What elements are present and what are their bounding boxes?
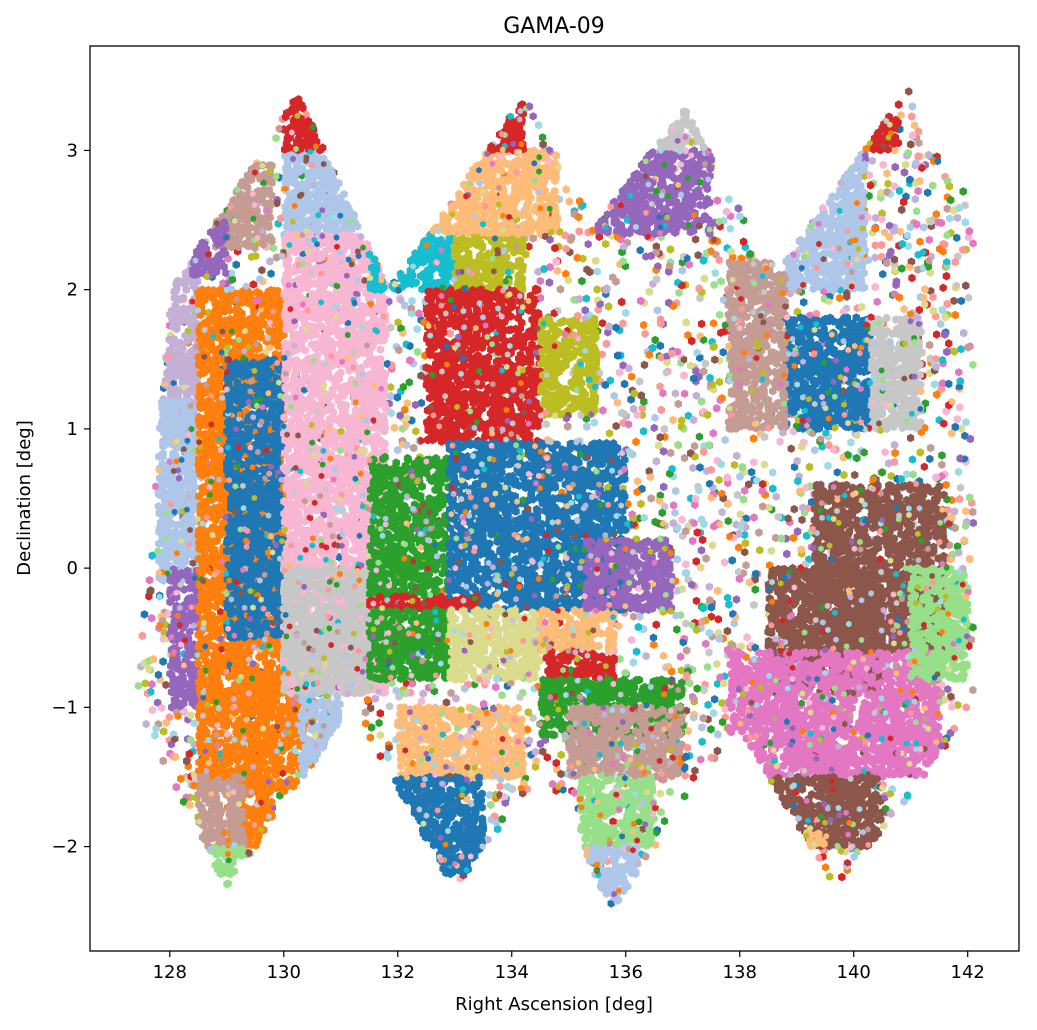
data-point bbox=[151, 731, 159, 740]
data-point bbox=[715, 475, 723, 485]
data-point bbox=[896, 227, 904, 236]
data-point bbox=[691, 500, 699, 510]
data-point bbox=[593, 267, 601, 276]
data-point bbox=[710, 280, 718, 290]
data-point bbox=[954, 700, 962, 710]
data-point bbox=[822, 863, 830, 872]
data-point bbox=[957, 296, 965, 306]
data-point bbox=[672, 611, 680, 620]
data-point bbox=[879, 270, 887, 279]
data-point bbox=[142, 719, 150, 729]
data-point bbox=[692, 391, 700, 400]
data-point bbox=[686, 361, 695, 370]
data-point bbox=[676, 652, 685, 661]
data-point bbox=[673, 347, 682, 357]
data-point bbox=[790, 462, 799, 472]
data-point bbox=[656, 789, 664, 798]
data-point bbox=[833, 468, 841, 477]
data-point bbox=[671, 389, 680, 398]
data-point bbox=[394, 318, 402, 327]
data-point bbox=[956, 483, 965, 492]
data-point bbox=[914, 186, 922, 196]
data-point bbox=[707, 465, 715, 474]
data-point bbox=[602, 239, 610, 249]
data-point bbox=[965, 293, 973, 302]
data-point bbox=[529, 713, 537, 723]
data-point bbox=[689, 463, 697, 473]
data-point bbox=[535, 121, 543, 130]
data-point bbox=[692, 366, 700, 376]
data-point bbox=[880, 821, 888, 830]
data-point bbox=[622, 308, 630, 318]
data-point bbox=[941, 313, 949, 322]
data-point bbox=[908, 273, 916, 283]
data-point bbox=[641, 329, 649, 338]
data-point bbox=[787, 444, 795, 453]
data-point bbox=[915, 305, 923, 315]
data-point bbox=[940, 419, 948, 428]
data-point bbox=[700, 367, 708, 376]
data-point bbox=[879, 160, 887, 170]
data-point bbox=[716, 310, 724, 319]
data-point bbox=[417, 398, 425, 408]
data-point bbox=[700, 274, 708, 283]
data-point bbox=[711, 268, 719, 278]
data-point bbox=[840, 307, 848, 316]
data-point bbox=[694, 251, 702, 260]
data-point bbox=[650, 640, 658, 649]
data-point bbox=[908, 455, 917, 464]
data-point bbox=[910, 121, 919, 130]
data-point bbox=[628, 372, 636, 381]
data-point bbox=[929, 292, 937, 302]
data-point bbox=[953, 213, 962, 223]
data-point bbox=[403, 399, 411, 408]
chart-title: GAMA-09 bbox=[503, 14, 605, 39]
data-point bbox=[911, 195, 919, 204]
data-point bbox=[760, 460, 769, 469]
data-point bbox=[682, 560, 690, 569]
data-point bbox=[887, 471, 895, 481]
data-point bbox=[386, 702, 394, 711]
data-point bbox=[955, 368, 963, 377]
data-point bbox=[944, 685, 952, 694]
data-point bbox=[392, 686, 400, 695]
data-point bbox=[531, 747, 540, 756]
data-point bbox=[956, 494, 964, 504]
data-point bbox=[793, 307, 802, 316]
data-point bbox=[413, 324, 421, 334]
data-points bbox=[134, 87, 977, 908]
data-point bbox=[619, 319, 627, 328]
data-point bbox=[610, 391, 618, 400]
data-point bbox=[715, 377, 724, 387]
data-point bbox=[134, 681, 142, 691]
data-point bbox=[539, 747, 547, 756]
